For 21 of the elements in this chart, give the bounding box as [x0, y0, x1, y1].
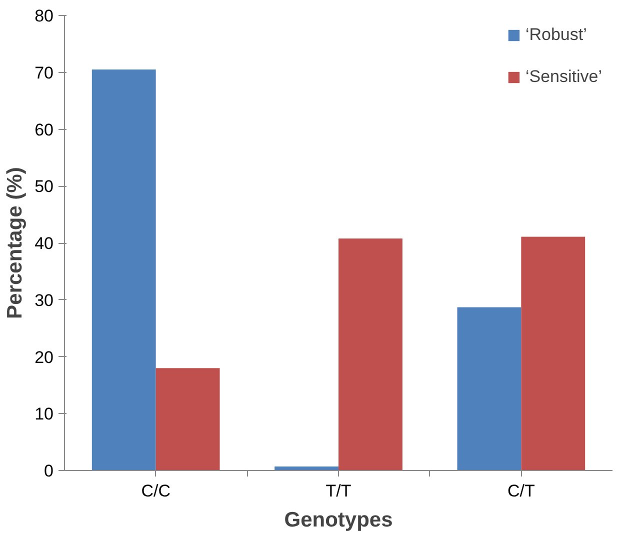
bar: [92, 70, 156, 470]
x-tick-label: C/T: [507, 482, 535, 500]
y-tick-label: 80: [34, 6, 54, 26]
legend-label: ‘Sensitive’: [525, 67, 602, 87]
x-tick-label: C/C: [141, 482, 170, 500]
y-tick-label: 40: [34, 234, 54, 253]
y-tick-label: 20: [34, 348, 54, 367]
bar: [521, 236, 586, 470]
y-axis-title: Percentage (%): [4, 167, 27, 319]
x-tick-label: T/T: [326, 482, 352, 500]
bar: [338, 238, 402, 470]
y-tick-label: 10: [34, 404, 54, 424]
bar: [457, 307, 522, 470]
y-tick-label: 70: [34, 63, 54, 82]
y-tick-label: 60: [34, 120, 54, 140]
y-tick-label: 0: [44, 462, 54, 480]
legend-label: ‘Robust’: [525, 25, 587, 45]
bar: [156, 368, 220, 470]
y-tick-label: 50: [34, 177, 54, 196]
x-axis-title: Genotypes: [284, 508, 393, 532]
y-tick-label: 30: [34, 290, 54, 310]
